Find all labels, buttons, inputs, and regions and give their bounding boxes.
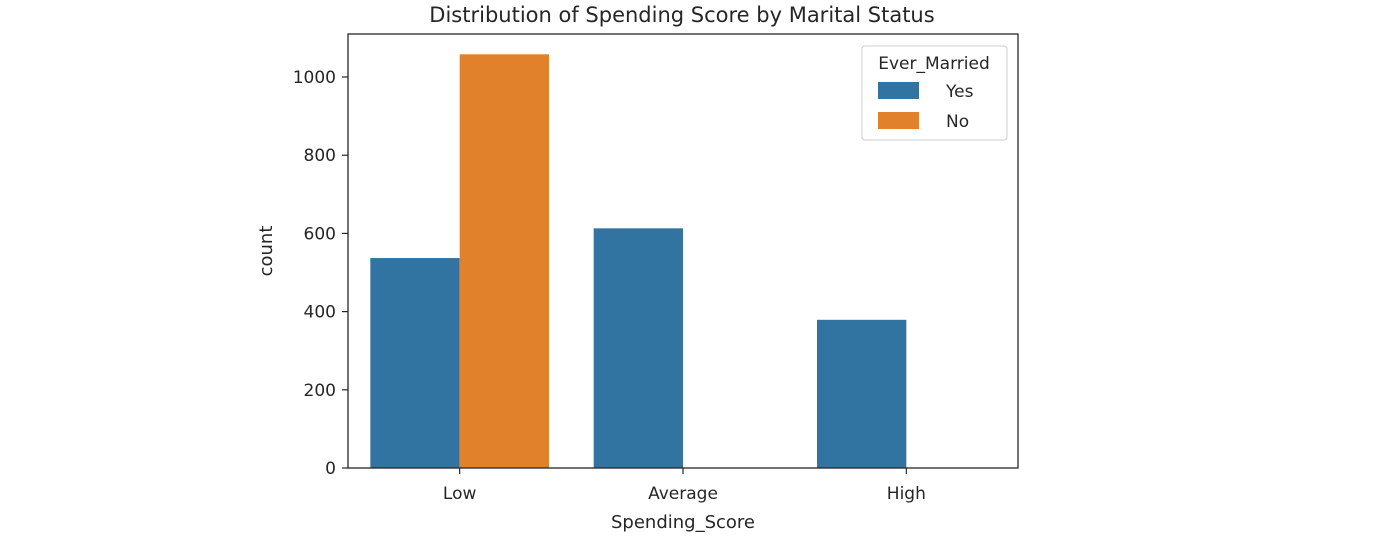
y-axis-ticks: 0 200 400 600 800 1000 bbox=[293, 68, 348, 479]
bar-yes-high bbox=[817, 319, 907, 468]
x-tick-label: High bbox=[887, 484, 926, 504]
legend-swatch-no bbox=[878, 112, 919, 129]
y-tick-label: 200 bbox=[304, 381, 336, 401]
legend-label-no: No bbox=[946, 112, 969, 132]
x-tick-label: Low bbox=[443, 484, 477, 504]
x-tick-label: Average bbox=[648, 484, 718, 504]
legend: Ever_Married Yes No bbox=[861, 45, 1008, 141]
y-tick-label: 0 bbox=[325, 459, 336, 479]
bar-yes-average bbox=[593, 228, 683, 468]
legend-label-yes: Yes bbox=[945, 82, 974, 102]
legend-title: Ever_Married bbox=[878, 54, 990, 74]
y-tick-label: 800 bbox=[304, 146, 336, 166]
bar-no-low bbox=[459, 54, 549, 468]
bars-layer bbox=[370, 54, 907, 468]
chart-title: Distribution of Spending Score by Marita… bbox=[429, 3, 934, 27]
y-tick-label: 600 bbox=[304, 224, 336, 244]
x-axis-ticks: Low Average High bbox=[443, 468, 926, 504]
x-axis-label: Spending_Score bbox=[611, 512, 755, 533]
y-tick-label: 400 bbox=[304, 303, 336, 323]
y-axis-label: count bbox=[256, 226, 277, 277]
plot-frame bbox=[347, 33, 1019, 469]
y-tick-label: 1000 bbox=[293, 68, 336, 88]
legend-swatch-yes bbox=[878, 82, 919, 99]
bar-yes-low bbox=[370, 258, 460, 468]
legend-items: Yes No bbox=[878, 82, 974, 132]
